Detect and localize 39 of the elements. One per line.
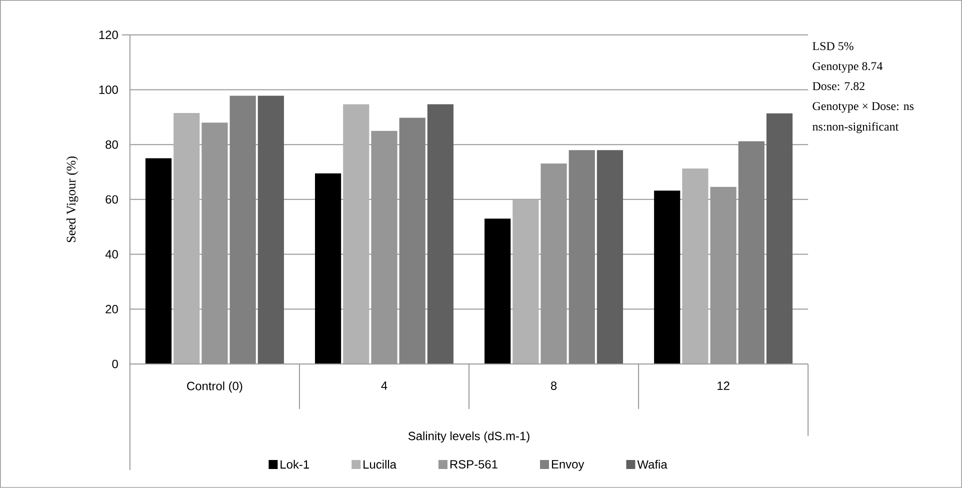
text: LSD 5% xyxy=(812,42,854,50)
y-tick-label: 20 xyxy=(106,304,118,314)
legend-label: Envoy xyxy=(552,460,584,471)
y-tick-label: 120 xyxy=(99,30,118,40)
bar xyxy=(484,218,511,364)
x-tick-label: 8 xyxy=(550,382,557,390)
text: Dose: 7.82 xyxy=(812,82,864,90)
x-axis-title: Salinity levels (dS.m-1) xyxy=(408,432,530,443)
bar xyxy=(145,158,172,364)
x-tick-label: 12 xyxy=(718,382,730,390)
x-tick-label: Control (0) xyxy=(187,382,242,393)
y-tick-label: 60 xyxy=(106,195,118,204)
bar xyxy=(512,200,539,364)
text: ns:non-significant xyxy=(812,122,899,134)
legend-label: Wafia xyxy=(637,460,668,469)
y-axis-title: Seed Vigour (%) xyxy=(66,156,78,242)
x-tick-label: 4 xyxy=(381,382,388,390)
bar xyxy=(230,96,256,364)
bar xyxy=(682,168,708,364)
bar xyxy=(596,150,624,364)
text: Genotype × Dose: ns xyxy=(812,102,914,113)
y-tick-label: 100 xyxy=(99,86,118,94)
bar xyxy=(174,113,200,364)
legend-label: Lucilla xyxy=(364,460,396,469)
bar xyxy=(568,150,595,364)
legend-label: RSP-561 xyxy=(450,460,498,469)
text: Genotype 8.74 xyxy=(812,62,882,73)
bar xyxy=(343,104,370,364)
y-tick-label: 0 xyxy=(112,360,118,368)
legend-label: Lok-1 xyxy=(280,460,309,469)
bar xyxy=(258,96,284,364)
bar xyxy=(766,113,793,364)
y-tick-label: 40 xyxy=(105,250,118,259)
bar xyxy=(314,173,342,364)
bar xyxy=(654,190,680,364)
bar xyxy=(738,141,764,364)
y-tick-label: 80 xyxy=(106,140,118,149)
bar xyxy=(427,104,454,364)
bar xyxy=(399,118,426,364)
